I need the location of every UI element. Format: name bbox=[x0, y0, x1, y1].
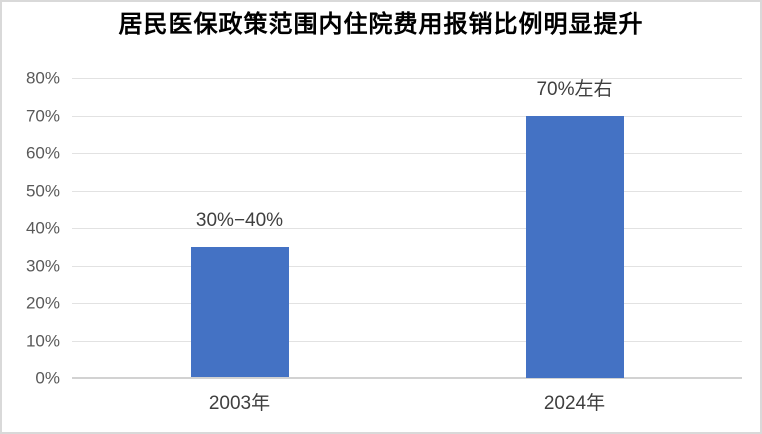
bar-data-label: 70%左右 bbox=[536, 79, 613, 100]
x-category-label: 2024年 bbox=[543, 393, 606, 414]
x-category-label: 2003年 bbox=[208, 393, 271, 414]
gridline bbox=[72, 191, 742, 192]
bar bbox=[526, 116, 624, 378]
bar bbox=[191, 247, 289, 377]
y-tick-label: 70% bbox=[25, 106, 60, 126]
y-tick-label: 50% bbox=[25, 181, 60, 201]
chart-title: 居民医保政策范围内住院费用报销比例明显提升 bbox=[118, 11, 644, 38]
bar-data-label: 30%−40% bbox=[195, 210, 284, 231]
gridline bbox=[72, 303, 742, 304]
gridline bbox=[72, 116, 742, 117]
y-tick-label: 20% bbox=[25, 293, 60, 313]
y-tick-label: 60% bbox=[25, 143, 60, 163]
gridline bbox=[72, 153, 742, 154]
x-axis-line bbox=[72, 377, 742, 379]
y-tick-label: 0% bbox=[35, 368, 60, 388]
y-tick-label: 30% bbox=[25, 256, 60, 276]
y-tick-label: 10% bbox=[25, 331, 60, 351]
y-tick-label: 40% bbox=[25, 218, 60, 238]
gridline bbox=[72, 228, 742, 229]
gridline bbox=[72, 341, 742, 342]
y-tick-label: 80% bbox=[25, 68, 60, 88]
gridline bbox=[72, 266, 742, 267]
gridline bbox=[72, 78, 742, 79]
